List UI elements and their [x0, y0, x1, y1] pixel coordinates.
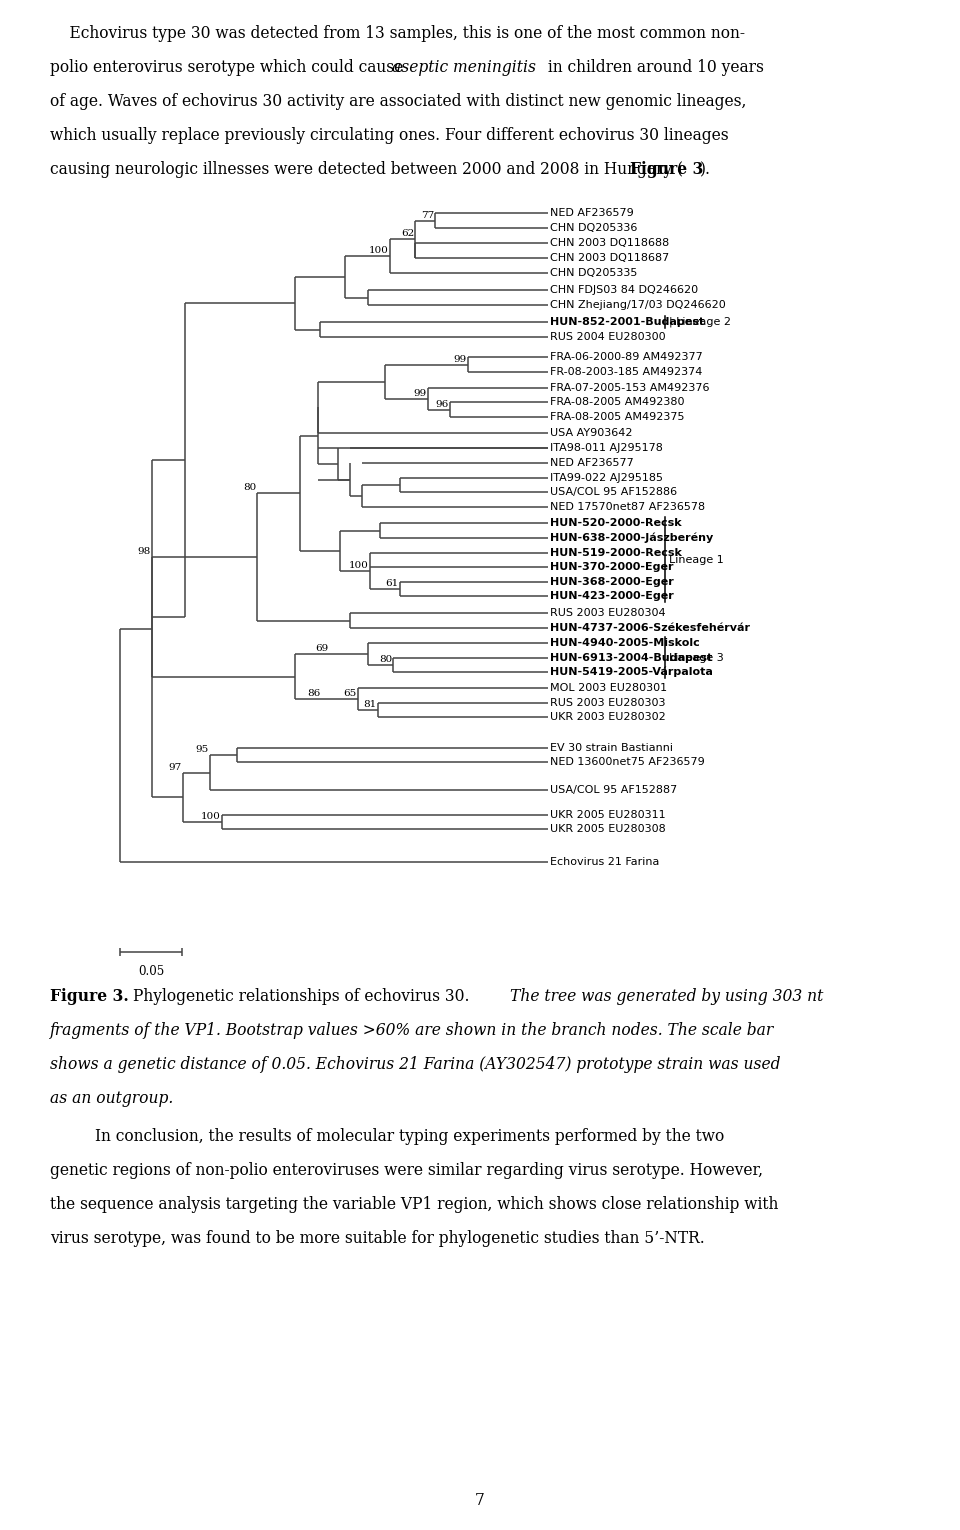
Text: 69: 69 — [316, 644, 329, 653]
Text: 100: 100 — [202, 812, 221, 822]
Text: HUN-4940-2005-Miskolc: HUN-4940-2005-Miskolc — [550, 638, 700, 649]
Text: HUN-370-2000-Eger: HUN-370-2000-Eger — [550, 562, 674, 572]
Text: MOL 2003 EU280301: MOL 2003 EU280301 — [550, 682, 667, 693]
Text: Echovirus type 30 was detected from 13 samples, this is one of the most common n: Echovirus type 30 was detected from 13 s… — [50, 24, 745, 41]
Text: USA/COL 95 AF152887: USA/COL 95 AF152887 — [550, 785, 677, 796]
Text: USA/COL 95 AF152886: USA/COL 95 AF152886 — [550, 487, 677, 497]
Text: genetic regions of non-polio enteroviruses were similar regarding virus serotype: genetic regions of non-polio enterovirus… — [50, 1161, 763, 1180]
Text: fragments of the VP1. Bootstrap values >60% are shown in the branch nodes. The s: fragments of the VP1. Bootstrap values >… — [50, 1022, 775, 1039]
Text: 95: 95 — [196, 745, 209, 754]
Text: In conclusion, the results of molecular typing experiments performed by the two: In conclusion, the results of molecular … — [95, 1128, 724, 1144]
Text: The tree was generated by using 303 nt: The tree was generated by using 303 nt — [510, 988, 824, 1005]
Text: 61: 61 — [386, 578, 399, 588]
Text: HUN-520-2000-Recsk: HUN-520-2000-Recsk — [550, 519, 682, 528]
Text: Figure 3: Figure 3 — [630, 161, 704, 177]
Text: virus serotype, was found to be more suitable for phylogenetic studies than 5’-N: virus serotype, was found to be more sui… — [50, 1230, 705, 1247]
Text: Lineage 3: Lineage 3 — [669, 652, 724, 662]
Text: the sequence analysis targeting the variable VP1 region, which shows close relat: the sequence analysis targeting the vari… — [50, 1196, 779, 1213]
Text: HUN-638-2000-Jászberény: HUN-638-2000-Jászberény — [550, 532, 713, 543]
Text: FR-08-2003-185 AM492374: FR-08-2003-185 AM492374 — [550, 367, 703, 376]
Text: HUN-4737-2006-Székesfehérvár: HUN-4737-2006-Székesfehérvár — [550, 623, 750, 633]
Text: polio enterovirus serotype which could cause: polio enterovirus serotype which could c… — [50, 60, 408, 76]
Text: UKR 2005 EU280311: UKR 2005 EU280311 — [550, 809, 665, 820]
Text: CHN DQ205335: CHN DQ205335 — [550, 268, 637, 278]
Text: RUS 2003 EU280303: RUS 2003 EU280303 — [550, 698, 665, 708]
Text: 99: 99 — [414, 389, 427, 398]
Text: 77: 77 — [420, 211, 434, 219]
Text: EV 30 strain Bastianni: EV 30 strain Bastianni — [550, 744, 673, 753]
Text: 65: 65 — [344, 688, 357, 698]
Text: 100: 100 — [349, 562, 369, 571]
Text: shows a genetic distance of 0.05. Echovirus 21 Farina (AY302547) prototype strai: shows a genetic distance of 0.05. Echovi… — [50, 1056, 780, 1073]
Text: NED AF236577: NED AF236577 — [550, 457, 634, 468]
Text: FRA-07-2005-153 AM492376: FRA-07-2005-153 AM492376 — [550, 382, 709, 393]
Text: CHN FDJS03 84 DQ246620: CHN FDJS03 84 DQ246620 — [550, 285, 698, 295]
Text: HUN-423-2000-Eger: HUN-423-2000-Eger — [550, 591, 674, 601]
Text: CHN DQ205336: CHN DQ205336 — [550, 223, 637, 233]
Text: USA AY903642: USA AY903642 — [550, 428, 633, 438]
Text: HUN-6913-2004-Budapest: HUN-6913-2004-Budapest — [550, 653, 712, 662]
Text: NED 13600net75 AF236579: NED 13600net75 AF236579 — [550, 757, 705, 767]
Text: Lineage 1: Lineage 1 — [669, 554, 724, 565]
Text: 96: 96 — [436, 399, 449, 409]
Text: UKR 2003 EU280302: UKR 2003 EU280302 — [550, 711, 665, 722]
Text: | Lineage 2: | Lineage 2 — [669, 317, 731, 327]
Text: NED AF236579: NED AF236579 — [550, 208, 634, 217]
Text: FRA-08-2005 AM492380: FRA-08-2005 AM492380 — [550, 396, 684, 407]
Text: of age. Waves of echovirus 30 activity are associated with distinct new genomic : of age. Waves of echovirus 30 activity a… — [50, 93, 746, 110]
Text: 98: 98 — [137, 546, 151, 555]
Text: which usually replace previously circulating ones. Four different echovirus 30 l: which usually replace previously circula… — [50, 127, 729, 144]
Text: 80: 80 — [243, 483, 256, 493]
Text: CHN Zhejiang/17/03 DQ246620: CHN Zhejiang/17/03 DQ246620 — [550, 300, 726, 311]
Text: CHN 2003 DQ118688: CHN 2003 DQ118688 — [550, 239, 669, 248]
Text: 86: 86 — [308, 688, 321, 698]
Text: 100: 100 — [370, 246, 389, 256]
Text: UKR 2005 EU280308: UKR 2005 EU280308 — [550, 825, 665, 834]
Text: RUS 2004 EU280300: RUS 2004 EU280300 — [550, 332, 665, 343]
Text: FRA-06-2000-89 AM492377: FRA-06-2000-89 AM492377 — [550, 352, 703, 363]
Text: HUN-519-2000-Recsk: HUN-519-2000-Recsk — [550, 548, 682, 558]
Text: 97: 97 — [169, 762, 182, 771]
Text: 99: 99 — [454, 355, 467, 364]
Text: 0.05: 0.05 — [138, 965, 164, 978]
Text: in children around 10 years: in children around 10 years — [543, 60, 764, 76]
Text: Echovirus 21 Farina: Echovirus 21 Farina — [550, 857, 660, 868]
Text: 7: 7 — [475, 1492, 485, 1509]
Text: FRA-08-2005 AM492375: FRA-08-2005 AM492375 — [550, 412, 684, 422]
Text: Phylogenetic relationships of echovirus 30.: Phylogenetic relationships of echovirus … — [133, 988, 474, 1005]
Text: RUS 2003 EU280304: RUS 2003 EU280304 — [550, 607, 665, 618]
Text: causing neurologic illnesses were detected between 2000 and 2008 in Hungary (: causing neurologic illnesses were detect… — [50, 161, 683, 177]
Text: NED 17570net87 AF236578: NED 17570net87 AF236578 — [550, 502, 706, 513]
Text: HUN-5419-2005-Várpalota: HUN-5419-2005-Várpalota — [550, 667, 713, 678]
Text: Figure 3.: Figure 3. — [50, 988, 129, 1005]
Text: ITA98-011 AJ295178: ITA98-011 AJ295178 — [550, 444, 662, 453]
Text: 81: 81 — [364, 701, 377, 708]
Text: CHN 2003 DQ118687: CHN 2003 DQ118687 — [550, 252, 669, 263]
Text: HUN-852-2001-Budapest: HUN-852-2001-Budapest — [550, 317, 704, 327]
Text: ).: ). — [700, 161, 711, 177]
Text: ITA99-022 AJ295185: ITA99-022 AJ295185 — [550, 473, 663, 483]
Text: HUN-368-2000-Eger: HUN-368-2000-Eger — [550, 577, 674, 588]
Text: 62: 62 — [400, 230, 414, 239]
Text: as an outgroup.: as an outgroup. — [50, 1089, 173, 1108]
Text: 80: 80 — [379, 655, 392, 664]
Text: aseptic meningitis: aseptic meningitis — [392, 60, 536, 76]
